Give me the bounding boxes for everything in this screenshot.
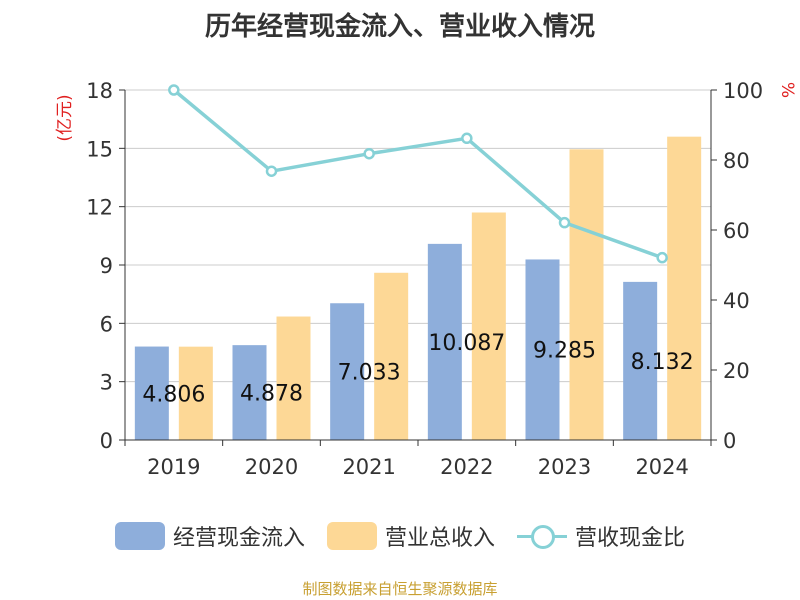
data-label-cash-inflow: 7.033 bbox=[338, 361, 401, 386]
data-labels: 4.806 4.878 7.033 10.087 9.285 8.132 bbox=[142, 331, 693, 407]
y-axis-label: (亿元) bbox=[55, 94, 75, 141]
legend-label: 营业总收入 bbox=[384, 526, 495, 551]
bar-cash-inflow bbox=[525, 259, 560, 440]
bar-cash-inflow bbox=[623, 281, 658, 440]
y-tick-label: 6 bbox=[100, 312, 113, 336]
legend-swatch-cash-inflow bbox=[114, 522, 165, 550]
ratio-point bbox=[168, 84, 180, 96]
y2-tick-label: 0 bbox=[723, 429, 736, 453]
bars bbox=[134, 136, 702, 441]
bar-revenue bbox=[569, 149, 604, 441]
bar-cash-inflow bbox=[134, 346, 169, 440]
legend-item-ratio[interactable]: 营收现金比 bbox=[517, 520, 685, 552]
bar-revenue bbox=[374, 272, 409, 440]
legend-label: 营收现金比 bbox=[575, 526, 686, 551]
bar-revenue bbox=[667, 136, 702, 440]
y-tick-label: 12 bbox=[86, 196, 113, 220]
y2-axis-label: % bbox=[777, 82, 797, 98]
bar-revenue bbox=[276, 316, 311, 440]
axes: 0 3 6 9 12 15 18 0 20 40 60 80 100 2019 2020 2021 2022 20… bbox=[86, 79, 763, 479]
ratio-point bbox=[461, 132, 473, 145]
y-tick-label: 3 bbox=[100, 371, 113, 395]
y2-tick-label: 100 bbox=[723, 79, 763, 103]
legend-swatch-ratio bbox=[517, 522, 567, 550]
x-tick-label: 2022 bbox=[440, 455, 493, 479]
data-label-cash-inflow: 10.087 bbox=[428, 331, 505, 356]
y2-tick-label: 80 bbox=[723, 149, 750, 173]
ratio-point bbox=[558, 216, 571, 229]
legend-item-revenue[interactable]: 营业总收入 bbox=[326, 520, 495, 552]
legend: 经营现金流入 营业总收入 营收现金比 bbox=[0, 516, 800, 556]
y2-tick-label: 40 bbox=[723, 289, 750, 313]
ratio-point bbox=[656, 251, 668, 264]
x-tick-label: 2024 bbox=[635, 455, 688, 479]
ratio-point bbox=[363, 147, 375, 160]
legend-item-cash-inflow[interactable]: 经营现金流入 bbox=[114, 520, 305, 552]
legend-swatch-revenue bbox=[326, 522, 377, 550]
bar-cash-inflow bbox=[330, 303, 365, 440]
bar-revenue bbox=[178, 346, 213, 440]
y2-tick-label: 20 bbox=[723, 359, 750, 383]
y-tick-label: 0 bbox=[100, 429, 113, 453]
data-label-cash-inflow: 4.806 bbox=[142, 382, 205, 407]
gridlines bbox=[125, 89, 711, 383]
y-tick-label: 9 bbox=[100, 254, 113, 278]
ratio-line bbox=[168, 84, 668, 264]
x-tick-label: 2020 bbox=[245, 455, 298, 479]
y-tick-label: 15 bbox=[86, 137, 113, 161]
x-tick-label: 2023 bbox=[538, 455, 591, 479]
ratio-point bbox=[265, 165, 278, 177]
x-tick-label: 2019 bbox=[147, 455, 200, 479]
data-label-cash-inflow: 8.132 bbox=[631, 350, 694, 375]
y2-tick-label: 60 bbox=[723, 219, 750, 243]
bar-cash-inflow bbox=[427, 243, 462, 440]
source-note: 制图数据来自恒生聚源数据库 bbox=[302, 580, 498, 598]
data-label-cash-inflow: 4.878 bbox=[240, 382, 303, 407]
bar-cash-inflow bbox=[232, 345, 267, 440]
data-label-cash-inflow: 9.285 bbox=[533, 339, 596, 364]
legend-label: 经营现金流入 bbox=[172, 526, 305, 551]
y-tick-label: 18 bbox=[86, 79, 113, 103]
bar-revenue bbox=[471, 212, 506, 440]
chart-title: 历年经营现金流入、营业收入情况 bbox=[204, 12, 595, 42]
ratio-line-path bbox=[172, 88, 663, 260]
x-tick-label: 2021 bbox=[342, 455, 395, 479]
